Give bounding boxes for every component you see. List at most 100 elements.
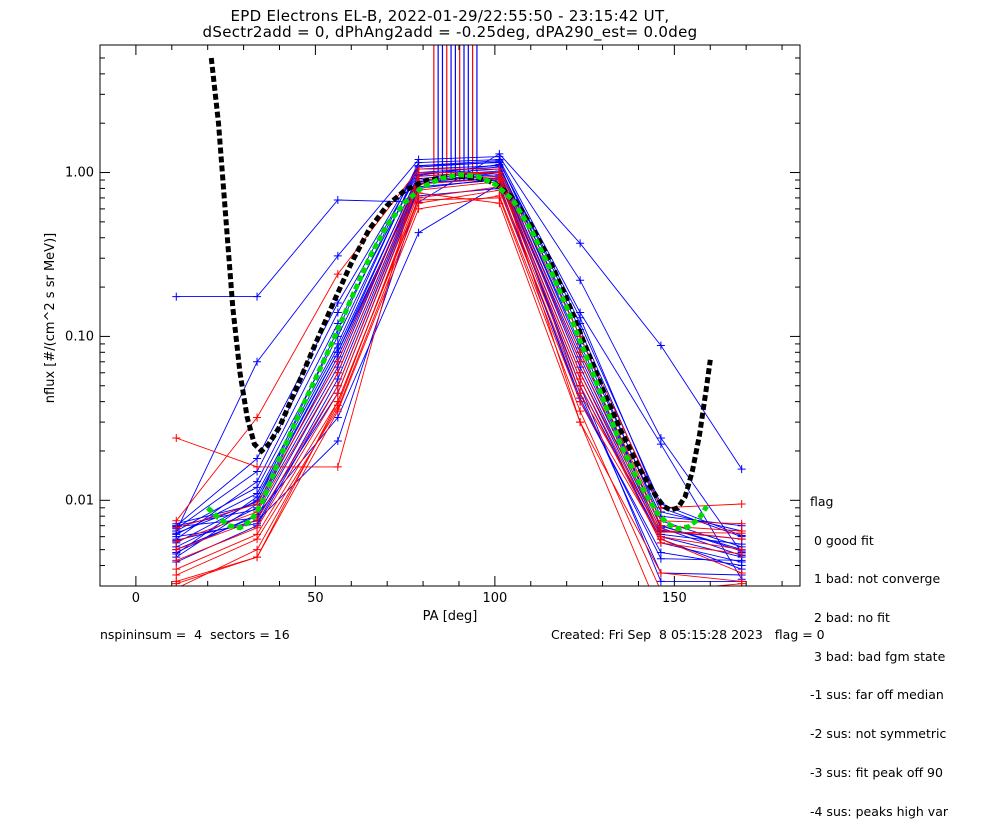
y-tick-label: 1.00 — [65, 166, 94, 181]
data-point-marker — [576, 407, 585, 416]
legend-item: 2 bad: no fit — [810, 609, 890, 625]
data-series-line — [176, 159, 743, 580]
legend-item: 3 bad: bad fgm state — [810, 648, 946, 664]
data-point-marker — [656, 569, 665, 578]
green-fit-curve — [205, 172, 709, 532]
x-tick-label: 100 — [482, 591, 507, 606]
legend-item: -2 sus: not symmetric — [810, 726, 947, 742]
data-point-marker — [576, 239, 585, 248]
data-point-marker — [414, 228, 423, 237]
data-series-line — [176, 178, 742, 551]
data-point-marker — [414, 204, 423, 213]
data-point-marker — [737, 519, 746, 528]
data-point-marker — [253, 477, 262, 486]
data-point-marker — [172, 433, 181, 442]
plot-content — [172, 45, 746, 619]
legend-item: -4 sus: peaks high var — [810, 803, 949, 819]
plot-clipped-layer — [172, 45, 746, 619]
data-point-marker — [656, 528, 665, 537]
data-point-marker — [172, 545, 181, 554]
y-axis-label: nflux [#/(cm^2 s sr MeV)] — [43, 233, 58, 403]
data-point-marker — [253, 535, 262, 544]
data-point-marker — [172, 516, 181, 525]
data-point-marker — [576, 397, 585, 406]
data-series-line — [180, 192, 742, 586]
data-point-marker — [333, 251, 342, 260]
data-series-line — [176, 166, 742, 540]
footer-spin-info: nspininsum = 4 sectors = 16 — [100, 627, 290, 642]
data-point-marker — [656, 440, 665, 449]
flag-legend: flag 0 good fit 1 bad: not converge 2 ba… — [810, 470, 948, 831]
data-point-marker — [576, 418, 585, 427]
data-point-marker — [737, 550, 746, 559]
data-point-marker — [737, 499, 746, 508]
data-series-line — [176, 189, 742, 576]
data-series-line — [176, 165, 742, 532]
data-point-marker — [333, 462, 342, 471]
chart-title-line-2: dSectr2add = 0, dPhAng2add = -0.25deg, d… — [202, 23, 698, 41]
data-point-marker — [253, 553, 262, 562]
data-series-line — [176, 181, 742, 561]
data-point-marker — [657, 611, 665, 619]
data-point-marker — [495, 155, 504, 164]
legend-item: 1 bad: not converge — [810, 571, 941, 587]
pitch-angle-chart: 0 50 100 150 0.01 0.10 1.00 PA [deg] nflux [#/… — [43, 44, 801, 624]
data-point-marker — [253, 515, 262, 524]
y-tick-label: 0.01 — [65, 493, 94, 508]
data-point-marker — [495, 199, 504, 208]
data-point-marker — [333, 368, 342, 377]
data-series-line — [176, 172, 742, 582]
data-point-marker — [253, 413, 262, 422]
data-point-marker — [737, 582, 746, 586]
data-point-marker — [656, 535, 665, 544]
footer-created-info: Created: Fri Sep 8 05:15:28 2023 flag = … — [551, 627, 825, 642]
data-point-marker — [333, 298, 342, 307]
legend-item: -1 sus: far off median — [810, 687, 944, 703]
data-point-marker — [333, 401, 342, 410]
data-series-line — [175, 156, 743, 553]
data-point-marker — [333, 308, 342, 317]
data-point-marker — [656, 577, 665, 586]
data-point-marker — [737, 569, 746, 578]
data-series-line — [176, 160, 742, 548]
data-point-marker — [576, 276, 585, 285]
data-point-marker — [333, 437, 342, 446]
data-series-line — [175, 168, 742, 522]
data-series-line — [176, 170, 742, 545]
data-point-marker — [737, 465, 746, 474]
data-series-line — [176, 197, 742, 586]
data-point-marker — [333, 270, 342, 279]
data-point-marker — [253, 292, 262, 301]
data-point-marker — [172, 537, 181, 546]
data-point-marker — [576, 389, 585, 398]
data-point-marker — [333, 357, 342, 366]
data-point-marker — [253, 545, 262, 554]
data-point-marker — [253, 357, 262, 366]
data-point-marker — [253, 454, 262, 463]
x-tick-label: 150 — [662, 591, 687, 606]
legend-title: flag — [810, 493, 834, 509]
data-series-line — [176, 177, 742, 570]
x-axis-label: PA [deg] — [423, 609, 478, 624]
data-point-marker — [656, 341, 665, 350]
data-point-marker — [172, 556, 181, 565]
x-tick-label: 0 — [132, 591, 140, 606]
data-point-marker — [414, 165, 423, 174]
legend-item: 0 good fit — [810, 532, 874, 548]
data-point-marker — [737, 529, 746, 538]
data-point-marker — [172, 523, 181, 532]
plot-frame — [99, 44, 801, 587]
legend-item: -3 sus: fit peak off 90 — [810, 764, 943, 780]
data-point-marker — [333, 348, 342, 357]
data-point-marker — [333, 195, 342, 204]
data-point-marker — [172, 292, 181, 301]
data-point-marker — [576, 308, 585, 317]
plot-axes: 0 50 100 150 0.01 0.10 1.00 — [65, 44, 801, 606]
y-tick-label: 0.10 — [65, 329, 94, 344]
data-point-marker — [333, 389, 342, 398]
x-tick-label: 50 — [307, 591, 324, 606]
data-point-marker — [576, 357, 585, 366]
data-point-marker — [172, 577, 181, 586]
data-point-marker — [253, 462, 262, 471]
chart-title-line-1: EPD Electrons EL-B, 2022-01-29/22:55:50 … — [230, 7, 670, 25]
